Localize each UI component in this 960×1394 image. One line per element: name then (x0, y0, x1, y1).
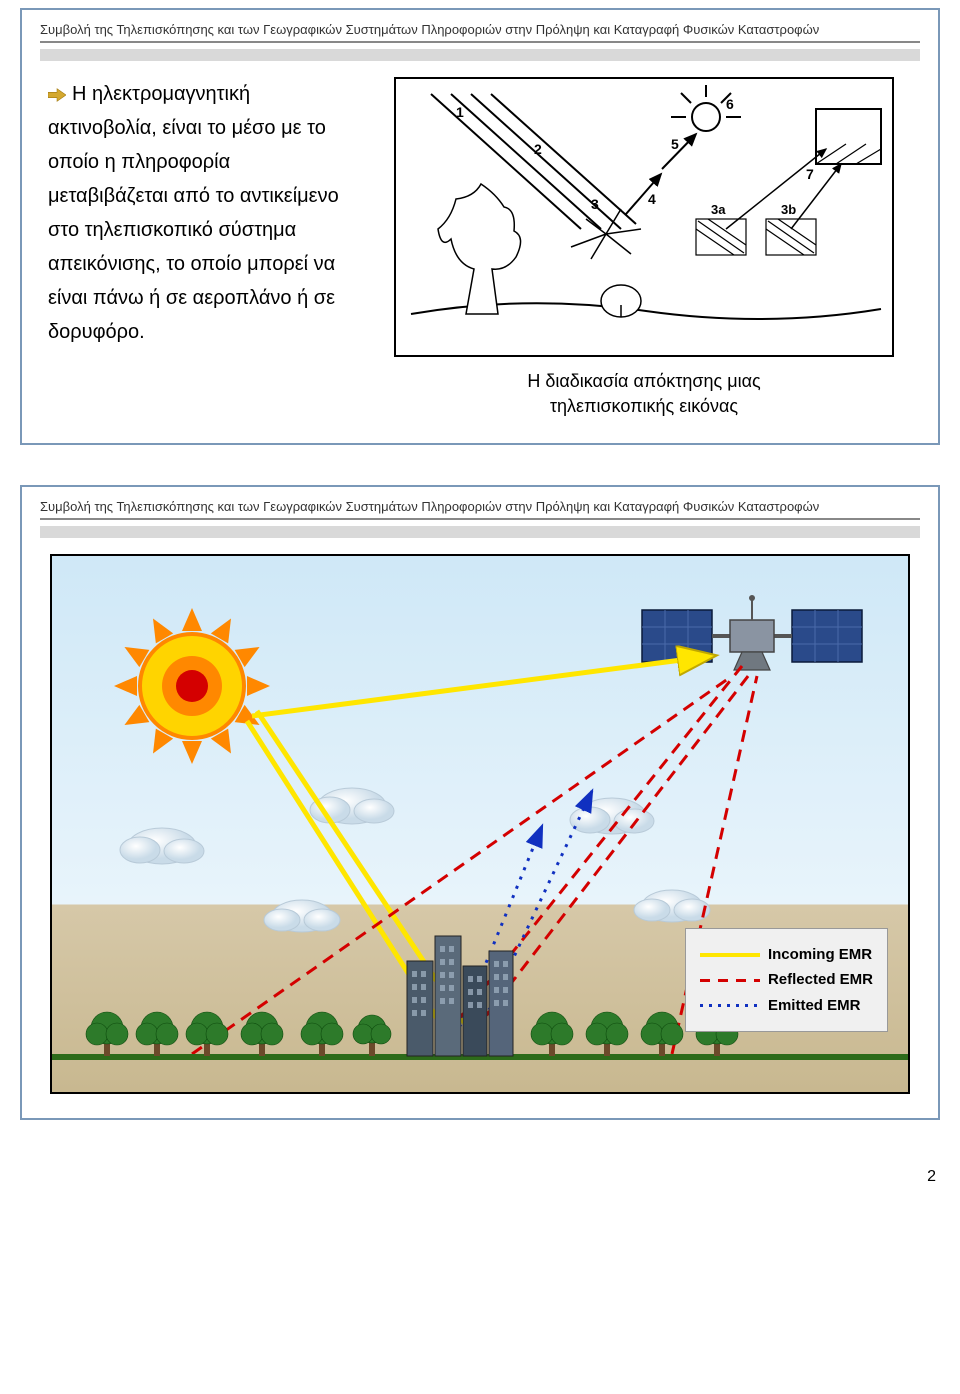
caption-line2: τηλεπισκοπικής εικόνας (550, 396, 738, 416)
figure-caption: Η διαδικασία απόκτησης μιας τηλεπισκοπικ… (527, 369, 760, 419)
legend-emitted: Emitted EMR (700, 996, 873, 1016)
legend-incoming: Incoming EMR (700, 945, 873, 965)
svg-text:3a: 3a (711, 202, 726, 217)
header-bar (40, 49, 920, 61)
svg-text:3: 3 (591, 196, 599, 212)
emr-diagram: Incoming EMR Reflected EMR Emitted EMR (50, 554, 910, 1094)
cloud-icon (120, 788, 710, 932)
caption-line1: Η διαδικασία απόκτησης μιας (527, 371, 760, 391)
page-number: 2 (0, 1160, 960, 1198)
legend-incoming-label: Incoming EMR (768, 945, 872, 965)
sun-icon (114, 608, 270, 764)
remote-sensing-schematic: 6 7 1 2 3 (394, 77, 894, 357)
arrow-bullet-icon (48, 88, 66, 102)
svg-text:4: 4 (648, 191, 656, 207)
slide-1: Συμβολή της Τηλεπισκόπησης και των Γεωγρ… (20, 8, 940, 445)
svg-text:7: 7 (806, 166, 814, 182)
bullet-paragraph: Η ηλεκτρομαγνητική ακτινοβολία, είναι το… (48, 77, 348, 349)
slide-2: Συμβολή της Τηλεπισκόπησης και των Γεωγρ… (20, 485, 940, 1120)
legend: Incoming EMR Reflected EMR Emitted EMR (685, 928, 888, 1033)
legend-emitted-label: Emitted EMR (768, 996, 861, 1016)
slide1-content: Η ηλεκτρομαγνητική ακτινοβολία, είναι το… (40, 77, 920, 419)
buildings (407, 936, 513, 1056)
bullet-text: Η ηλεκτρομαγνητική ακτινοβολία, είναι το… (48, 83, 339, 343)
slide-header: Συμβολή της Τηλεπισκόπησης και των Γεωγρ… (40, 22, 920, 43)
svg-text:3b: 3b (781, 202, 796, 217)
legend-reflected-label: Reflected EMR (768, 970, 873, 990)
svg-text:6: 6 (726, 96, 734, 112)
figure-column: 6 7 1 2 3 (368, 77, 920, 419)
header-bar (40, 526, 920, 538)
legend-reflected: Reflected EMR (700, 970, 873, 990)
slide-header: Συμβολή της Τηλεπισκόπησης και των Γεωγρ… (40, 499, 920, 520)
svg-text:1: 1 (456, 104, 464, 120)
svg-text:5: 5 (671, 136, 679, 152)
svg-text:2: 2 (534, 141, 542, 157)
